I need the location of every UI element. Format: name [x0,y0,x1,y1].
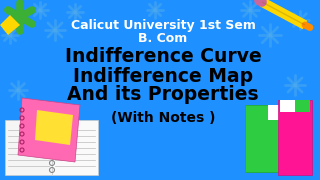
Polygon shape [35,110,73,145]
Polygon shape [295,100,310,112]
Text: B. Com: B. Com [138,31,188,44]
Polygon shape [18,98,80,162]
Text: And its Properties: And its Properties [67,86,259,105]
Text: (With Notes ): (With Notes ) [111,111,215,125]
Polygon shape [5,120,52,175]
Text: Indifference Map: Indifference Map [73,66,253,86]
Polygon shape [280,100,310,112]
Polygon shape [52,120,98,175]
Polygon shape [245,105,285,172]
Text: Indifference Curve: Indifference Curve [65,48,261,66]
Polygon shape [278,100,312,175]
Polygon shape [268,105,283,120]
Polygon shape [0,15,20,35]
Text: Calicut University 1st Sem: Calicut University 1st Sem [71,19,255,32]
